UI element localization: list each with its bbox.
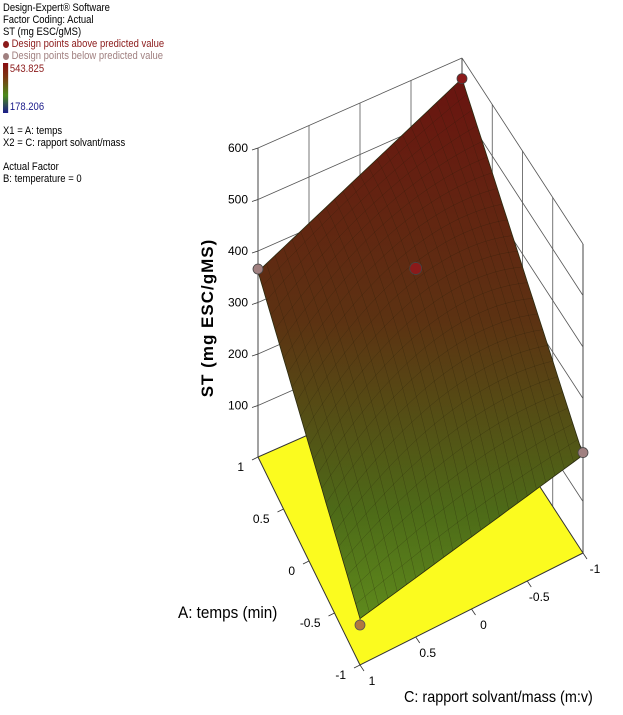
- c-tick-mark: [415, 636, 421, 644]
- colorbar-min: 178.206: [9, 101, 45, 113]
- legend-panel: Design-Expert® Software Factor Coding: A…: [3, 2, 164, 185]
- c-tick-mark: [471, 608, 476, 616]
- z-tick-label: 300: [228, 296, 248, 310]
- c-tick-mark: [582, 552, 588, 560]
- c-tick-mark: [359, 664, 365, 672]
- legend-above: Design points above predicted value: [3, 38, 164, 50]
- a-tick-mark: [302, 560, 310, 565]
- surface-mesh-line: [436, 102, 556, 476]
- z-tick-label: 200: [228, 347, 248, 361]
- z-tick-mark: [251, 199, 259, 202]
- a-tick-label: 0: [288, 564, 295, 578]
- a-tick-mark: [277, 508, 284, 513]
- z-tick-label: 500: [228, 193, 248, 207]
- z-tick-label: 100: [228, 399, 248, 413]
- below-dot-icon: [3, 52, 10, 60]
- c-tick-label: 1: [369, 674, 376, 688]
- colorbar-gradient: [3, 63, 9, 113]
- a-tick-label: -1: [335, 668, 346, 682]
- factor-coding: Factor Coding: Actual: [3, 14, 94, 26]
- c-tick-label: -0.5: [529, 590, 550, 604]
- z-tick-mark: [251, 405, 259, 408]
- legend-below-label: Design points below predicted value: [11, 50, 164, 62]
- actual-factor-heading: Actual Factor: [3, 161, 59, 173]
- z-tick-mark: [251, 250, 259, 254]
- response-surface: [257, 77, 584, 620]
- a-tick-mark: [251, 456, 259, 461]
- design-points: [252, 73, 589, 631]
- z-tick-mark: [251, 302, 259, 305]
- surface-mesh-line: [453, 86, 574, 463]
- surface-mesh-line: [355, 439, 579, 605]
- axis-ticks: 100 200 300 400 500 600 -1 -0.5 0 0.5 1 -1 -0.5 0 0.5 1: [228, 141, 601, 688]
- c-tick-label: -1: [590, 562, 601, 576]
- above-dot-icon: [3, 40, 10, 48]
- y-axis-label: C: rapport solvant/mass (m:v): [404, 688, 593, 706]
- z-axis-label: ST (mg ESC/gMS): [198, 239, 217, 398]
- c-tick-label: 0: [480, 618, 487, 632]
- actual-factor-value: B: temperature = 0: [3, 173, 82, 185]
- x-axis-label: A: temps (min): [178, 603, 277, 622]
- z-tick-mark: [251, 353, 259, 357]
- z-tick-label: 400: [228, 244, 248, 258]
- surface-mesh-line: [351, 423, 573, 590]
- x1-label: X1 = A: temps: [3, 125, 63, 137]
- response-name: ST (mg ESC/gMS): [3, 26, 82, 38]
- surface-mesh-line: [347, 407, 568, 576]
- z-tick-label: 600: [228, 141, 248, 155]
- surface-mesh-line: [427, 110, 546, 483]
- a-tick-label: -0.5: [300, 616, 321, 630]
- surface-mesh-line: [444, 94, 565, 469]
- a-tick-label: 0.5: [253, 512, 270, 526]
- design-point: [456, 73, 468, 84]
- c-tick-mark: [526, 580, 532, 588]
- z-tick-mark: [251, 147, 259, 151]
- design-point: [252, 263, 264, 275]
- a-tick-mark: [353, 664, 361, 669]
- a-tick-mark: [328, 612, 335, 617]
- design-point: [409, 262, 423, 275]
- c-tick-label: 0.5: [419, 646, 436, 660]
- a-tick-label: 1: [237, 460, 244, 474]
- colorbar: 543.825 178.206: [3, 63, 164, 113]
- legend-below: Design points below predicted value: [3, 50, 164, 62]
- legend-above-label: Design points above predicted value: [11, 38, 165, 50]
- design-point: [577, 447, 589, 458]
- x2-label: X2 = C: rapport solvant/mass: [3, 137, 126, 149]
- software-name: Design-Expert® Software: [3, 2, 110, 14]
- design-point: [354, 619, 366, 631]
- colorbar-max: 543.825: [9, 63, 45, 75]
